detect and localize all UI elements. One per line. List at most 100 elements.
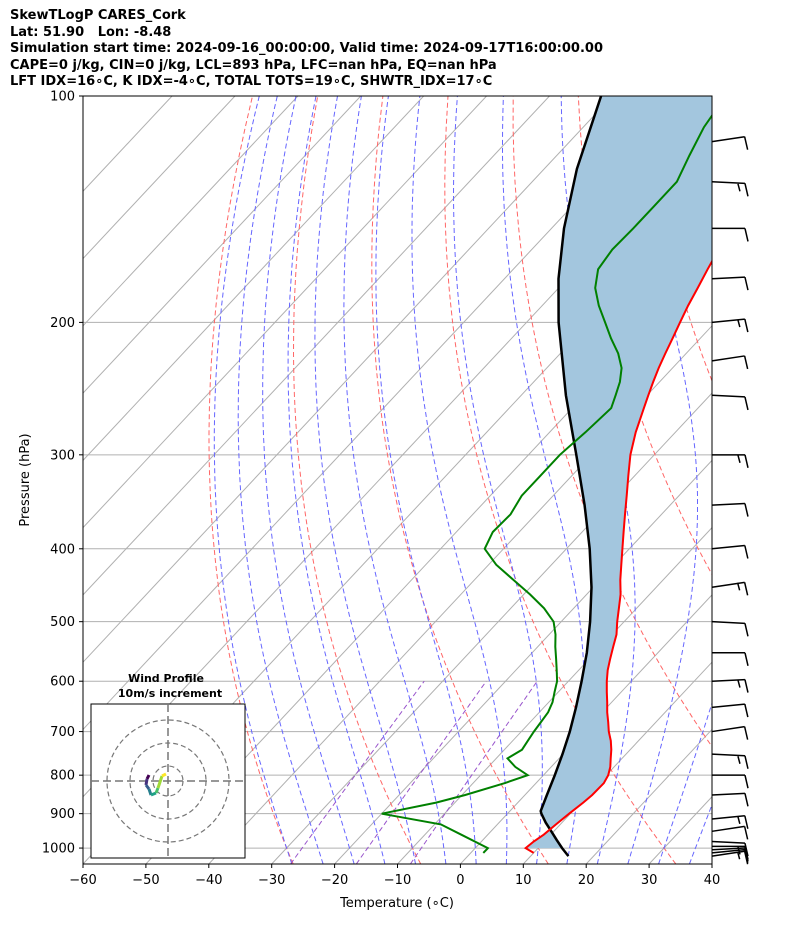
mixing-ratio-line bbox=[290, 680, 425, 864]
cape-cin-shading bbox=[525, 96, 712, 849]
wind-barb-staff bbox=[711, 815, 745, 820]
wind-barb-flag bbox=[744, 755, 749, 769]
isotherm-gridline bbox=[208, 325, 712, 864]
isotherm-gridline bbox=[83, 96, 487, 529]
wind-barb-flag bbox=[743, 136, 749, 150]
wind-barb-staff bbox=[711, 355, 745, 362]
title-line-station: SkewTLogP CARES_Cork bbox=[10, 8, 186, 23]
hodograph-segment bbox=[156, 775, 164, 789]
wind-barb-flag bbox=[744, 503, 749, 517]
wind-barb-half bbox=[737, 455, 741, 464]
y-tick-label: 800 bbox=[50, 769, 75, 784]
wind-barb-half bbox=[737, 756, 741, 764]
isotherm-gridline bbox=[83, 96, 236, 260]
y-tick-label: 700 bbox=[50, 725, 75, 740]
wind-barb-flag bbox=[743, 582, 749, 596]
x-tick-label: −30 bbox=[258, 873, 285, 888]
dry-adiabat bbox=[774, 96, 794, 864]
x-tick-label: 40 bbox=[704, 873, 721, 888]
wind-barb-flag bbox=[744, 679, 749, 693]
wind-barb-half bbox=[736, 851, 741, 860]
isotherm-gridline bbox=[271, 392, 712, 864]
wind-barb-half bbox=[737, 679, 741, 688]
wind-barb-staff bbox=[711, 703, 745, 709]
wind-barb-flag bbox=[744, 228, 749, 242]
dry-adiabat bbox=[708, 96, 712, 119]
moist-adiabat bbox=[411, 96, 508, 864]
x-tick-label: −50 bbox=[132, 873, 159, 888]
hodograph-plot bbox=[91, 704, 245, 858]
y-tick-label: 300 bbox=[50, 448, 75, 463]
wind-barb-flag bbox=[744, 454, 749, 468]
wind-barb-staff bbox=[711, 725, 745, 733]
isotherm-gridline bbox=[711, 863, 712, 864]
y-tick-label: 600 bbox=[50, 675, 75, 690]
x-tick-label: 10 bbox=[515, 873, 532, 888]
dry-adiabat bbox=[371, 96, 549, 864]
wind-barb bbox=[711, 180, 749, 197]
x-tick-label: −10 bbox=[384, 873, 411, 888]
wind-barbs bbox=[711, 135, 749, 865]
wind-barb bbox=[711, 544, 749, 559]
wind-barb bbox=[711, 678, 749, 693]
wind-barb bbox=[711, 318, 749, 333]
wind-barb-staff bbox=[711, 825, 745, 833]
x-tick-label: −60 bbox=[69, 873, 96, 888]
wind-barb bbox=[712, 652, 749, 666]
y-tick-label: 900 bbox=[50, 807, 75, 822]
isotherm-gridline bbox=[585, 728, 712, 864]
isotherm-gridline bbox=[83, 96, 299, 327]
wind-barb-staff bbox=[711, 502, 745, 506]
moist-adiabat bbox=[720, 96, 794, 864]
wind-barb-staff bbox=[711, 180, 745, 185]
moist-adiabat bbox=[688, 803, 712, 864]
moist-adiabat bbox=[375, 96, 477, 864]
isotherm-gridline bbox=[397, 526, 712, 864]
hodograph-segment bbox=[150, 791, 157, 797]
wind-barb-staff bbox=[711, 847, 745, 851]
wind-barb-staff bbox=[711, 544, 745, 550]
wind-barb bbox=[712, 454, 749, 468]
wind-barb-half bbox=[736, 582, 741, 591]
isotherm-gridline bbox=[83, 96, 676, 731]
moist-adiabat bbox=[452, 96, 543, 864]
wind-barb-flag bbox=[743, 726, 749, 740]
wind-barb-half bbox=[737, 319, 741, 328]
moist-adiabat bbox=[287, 96, 386, 864]
wind-barb bbox=[711, 135, 749, 150]
dry-adiabat bbox=[512, 96, 712, 748]
title-line-location: Lat: 51.90 Lon: -8.48 bbox=[10, 24, 172, 40]
wind-barb bbox=[711, 703, 749, 718]
moist-adiabat bbox=[314, 96, 416, 864]
wind-barb-staff bbox=[711, 753, 745, 757]
wind-barb-flag bbox=[743, 355, 749, 370]
isotherm-gridline bbox=[145, 257, 712, 864]
wind-barb-half bbox=[737, 816, 741, 824]
wind-barb bbox=[711, 825, 749, 840]
wind-barb bbox=[711, 725, 749, 740]
title-line-indices: LFT IDX=16∘C, K IDX=-4∘C, TOTAL TOTS=19∘… bbox=[10, 74, 493, 89]
mixing-ratio-line bbox=[355, 680, 487, 864]
y-tick-label: 400 bbox=[50, 542, 75, 557]
moist-adiabat bbox=[213, 96, 293, 864]
hodograph-segment bbox=[145, 774, 151, 780]
hodograph-segment bbox=[161, 772, 167, 778]
dry-adiabat bbox=[444, 96, 677, 864]
wind-barb bbox=[711, 276, 749, 291]
wind-barb-flag bbox=[744, 318, 749, 333]
y-axis-label: Pressure (hPa) bbox=[18, 433, 33, 526]
x-tick-label: −40 bbox=[195, 873, 222, 888]
wind-barb bbox=[712, 774, 749, 789]
hodograph-segment bbox=[144, 784, 151, 790]
wind-barb-half bbox=[737, 846, 741, 855]
temperature-line bbox=[523, 259, 712, 854]
isotherm-gridline bbox=[334, 459, 712, 864]
wind-barb-half bbox=[737, 183, 741, 192]
wind-barb-flag bbox=[744, 775, 749, 789]
isotherm-gridline bbox=[522, 661, 712, 864]
wind-barb-flag bbox=[744, 396, 749, 411]
x-axis-label: Temperature (∘C) bbox=[339, 896, 454, 911]
wind-barb bbox=[711, 815, 749, 829]
wind-barb-flag bbox=[744, 703, 749, 718]
